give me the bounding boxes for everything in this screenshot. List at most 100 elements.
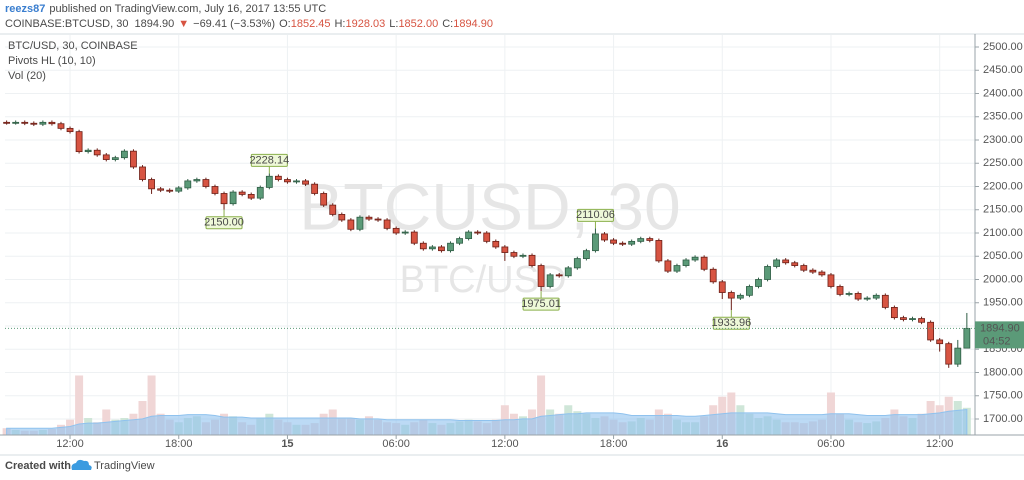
y-tick-label: 2450.00 <box>983 64 1023 76</box>
symbol-line: COINBASE:BTCUSD, 30 1894.90 ▼ −69.41 (−3.53… <box>5 18 493 30</box>
candle-body <box>492 240 500 248</box>
candle-body <box>664 260 672 272</box>
candle-body <box>718 281 726 293</box>
candle-body <box>148 179 155 190</box>
candle-body <box>39 121 47 125</box>
candle-body <box>465 231 473 239</box>
y-tick-label: 2100.00 <box>983 227 1023 239</box>
candle-body <box>936 339 944 345</box>
candle-body <box>854 293 862 300</box>
candle-body <box>773 259 781 267</box>
tradingview-logo[interactable]: TradingView <box>71 459 155 472</box>
pivot-label-box <box>576 208 614 222</box>
candle-body <box>537 265 545 287</box>
candle-body <box>238 191 246 195</box>
candle-body <box>347 219 355 230</box>
x-tick-label: 12:00 <box>56 438 84 450</box>
candle-body <box>102 154 110 160</box>
candle-body <box>827 274 835 287</box>
symbol: COINBASE:BTCUSD, 30 <box>5 18 128 30</box>
pivots: 2150.00 2228.14 1975.01 2110.06 1933.96 <box>204 153 751 330</box>
publish-line: reezs87 published on TradingView.com, Jul… <box>5 3 326 15</box>
candle-body <box>691 256 699 261</box>
ohlc-value: 1852.00 <box>398 18 438 30</box>
candle-body <box>528 254 536 266</box>
candle-body <box>619 242 627 245</box>
candle-body <box>302 180 309 185</box>
candle-body <box>401 231 409 234</box>
candle-body <box>157 188 165 191</box>
candle-body <box>546 274 554 287</box>
candle-body <box>410 231 418 244</box>
candle-body <box>166 189 174 192</box>
y-tick-label: 2200.00 <box>983 180 1023 192</box>
volume-bar <box>138 401 147 435</box>
candle-body <box>383 219 391 229</box>
y-tick-label: 2350.00 <box>983 111 1023 123</box>
pivot-label: 1975.01 <box>521 298 561 310</box>
ohlc-label: L: <box>389 18 398 30</box>
price-tag-label: 1894.90 <box>980 322 1020 334</box>
candle-body <box>311 183 319 194</box>
candle-body <box>447 242 454 252</box>
y-tick-label: 2400.00 <box>983 87 1023 99</box>
candle-body <box>329 204 337 215</box>
pivot-label-box <box>205 216 243 230</box>
candle-body <box>84 149 92 153</box>
candle-body <box>501 246 509 253</box>
candle-body <box>220 193 228 205</box>
candle-body <box>872 294 880 299</box>
ohlc-value: 1928.03 <box>345 18 385 30</box>
candle-body <box>193 179 201 182</box>
x-tick-label: 16 <box>716 438 728 450</box>
username[interactable]: reezs87 <box>5 3 45 15</box>
volume-bar <box>75 375 84 435</box>
price-tag <box>975 321 1024 349</box>
ohlc-label: C: <box>442 18 453 30</box>
candle-body <box>755 279 762 287</box>
volume-ma-area <box>6 408 968 436</box>
pivot-label-box <box>250 153 288 167</box>
candle-body <box>392 227 400 234</box>
candle-body <box>202 179 210 187</box>
last-price: 1894.90 <box>134 18 174 30</box>
candle-body <box>736 294 744 299</box>
pivot-label: 2228.14 <box>249 154 289 166</box>
candle-body <box>800 265 808 271</box>
candle-body <box>954 347 962 365</box>
candle-body <box>927 321 935 341</box>
volume-bar <box>537 375 546 435</box>
watermark: BTCUSD, 30 <box>299 169 680 243</box>
candle-body <box>573 258 581 269</box>
candle-body <box>836 286 844 295</box>
candle-body <box>555 274 563 277</box>
countdown: 04:52 <box>983 335 1011 347</box>
candle-body <box>881 294 889 308</box>
change-arrow: ▼ <box>178 18 189 30</box>
candle-body <box>582 250 590 259</box>
created-with: Created with <box>5 460 71 472</box>
candle-body <box>890 307 898 319</box>
candle-body <box>782 259 790 264</box>
volume-bar <box>147 375 156 435</box>
candle-body <box>637 238 645 242</box>
candle-body <box>265 175 273 188</box>
candle-body <box>274 175 282 180</box>
candle-body <box>918 318 925 323</box>
y-tick-label: 2250.00 <box>983 157 1023 169</box>
candle-body <box>519 254 527 257</box>
pivot-label-box <box>522 297 560 311</box>
logo-icon <box>71 459 92 470</box>
ohlc-label: O: <box>279 18 291 30</box>
candle-body <box>601 233 608 241</box>
y-tick-label: 1950.00 <box>983 297 1023 309</box>
volume-pane <box>2 375 971 436</box>
ohlc-value: 1894.90 <box>453 18 493 30</box>
pivot-label: 2110.06 <box>576 209 615 221</box>
candle-body <box>610 239 617 244</box>
y-tick-label: 2300.00 <box>983 134 1023 146</box>
y-tick-label: 2050.00 <box>983 250 1023 262</box>
indicator-label: Vol (20) <box>8 70 46 82</box>
candle-body <box>438 246 445 252</box>
candle-body <box>474 231 482 234</box>
